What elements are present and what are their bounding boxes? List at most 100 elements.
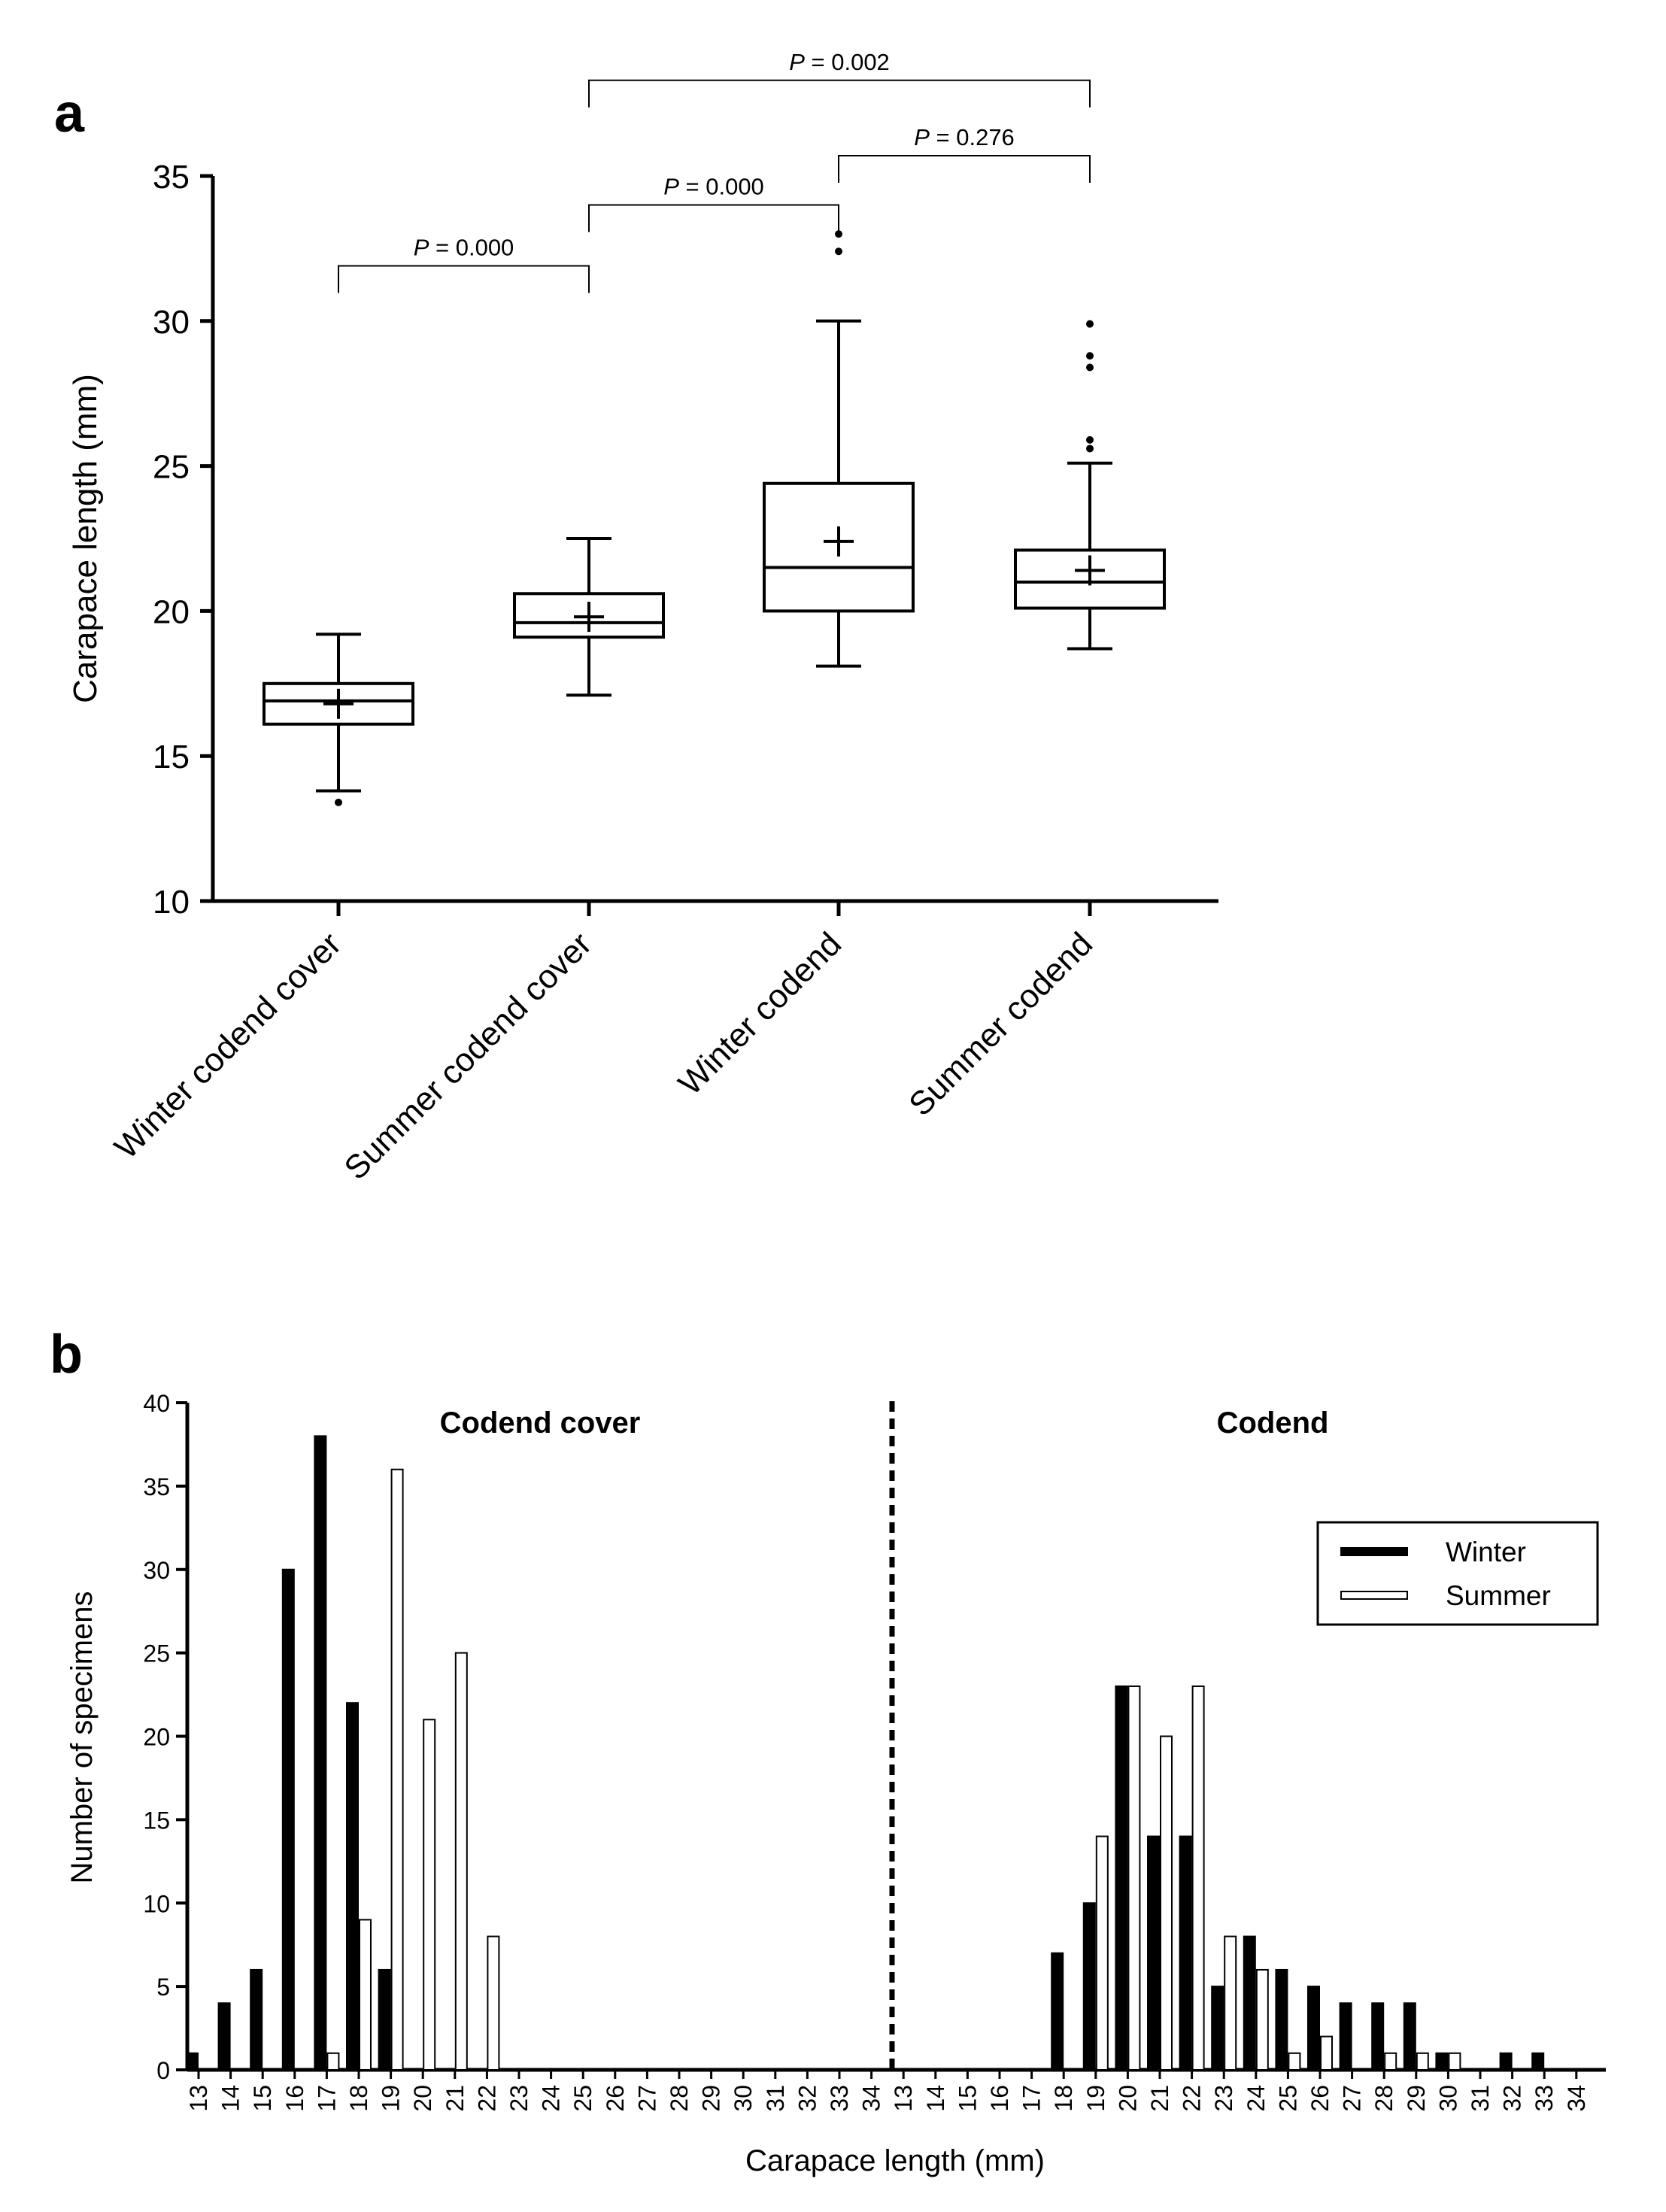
x-tick-codend-22: 22	[1179, 2070, 1206, 2112]
bar-codend-cover-winter-17	[314, 1435, 327, 2071]
y-tick-label-40: 40	[143, 1390, 170, 1417]
x-tick-codend-cover-16: 16	[281, 2070, 308, 2112]
bar-codend-summer-30	[1448, 2052, 1461, 2071]
panel-a-y-ticks: 10 15 20 25 30 35	[153, 159, 213, 921]
legend-box	[1316, 1521, 1599, 1626]
bar-codend-cover-winter-13	[186, 2052, 199, 2071]
y-tick-label-5: 5	[156, 1974, 170, 2001]
y-tick-label-30: 30	[153, 304, 190, 341]
x-tick-codend-31: 31	[1467, 2070, 1494, 2112]
p-value: = 0.276	[930, 124, 1015, 150]
bar-codend-cover-winter-18	[346, 1702, 359, 2071]
x-tick-label: 14	[922, 2085, 949, 2112]
y-tick-label-30: 30	[143, 1557, 170, 1584]
x-tick-codend-24: 24	[1243, 2070, 1270, 2112]
bar-codend-winter-29	[1403, 2002, 1416, 2071]
x-tick-codend-cover-32: 32	[794, 2070, 821, 2112]
panel-b-bars	[186, 1435, 1545, 2071]
x-tick-codend-cover-28: 28	[666, 2070, 693, 2112]
x-tick-label: 33	[1531, 2085, 1558, 2112]
outlier-point	[1086, 445, 1094, 453]
x-tick-codend-28: 28	[1370, 2070, 1397, 2112]
x-tick-codend-30: 30	[1434, 2070, 1461, 2112]
p-symbol: P	[663, 174, 679, 200]
x-tick-codend-cover-26: 26	[602, 2070, 629, 2112]
x-tick-label: 22	[1179, 2085, 1206, 2112]
bar-codend-winter-28	[1371, 2002, 1385, 2071]
x-tick-label: 25	[569, 2085, 596, 2112]
bar-codend-summer-23	[1224, 1935, 1237, 2071]
x-tick-label: 21	[442, 2085, 469, 2112]
x-tick-codend-cover-17: 17	[313, 2070, 340, 2112]
p-value-label: P = 0.000	[414, 235, 514, 261]
outlier-point	[1086, 352, 1094, 360]
x-tick-codend-27: 27	[1339, 2070, 1366, 2112]
x-tick-label: 25	[1274, 2085, 1301, 2112]
bar-codend-winter-32	[1499, 2052, 1513, 2071]
x-tick-codend-17: 17	[1018, 2070, 1045, 2112]
x-tick-label: 32	[1499, 2085, 1526, 2112]
x-tick-label: 14	[217, 2085, 244, 2112]
bar-codend-cover-summer-18	[359, 1919, 372, 2071]
panel-b-x-ticks: 13 14 15 16 17 18 19 20 21 22 23 24 25 26 27 28 29 30 31 32…	[185, 2070, 1590, 2112]
x-tick-label: 30	[730, 2085, 757, 2112]
bar-codend-winter-26	[1307, 1986, 1320, 2071]
significance-bracket-3: P = 0.002	[588, 49, 1091, 108]
bar-codend-summer-28	[1384, 2052, 1397, 2071]
x-tick-codend-cover-34: 34	[858, 2070, 885, 2112]
y-tick-label-25: 25	[153, 449, 190, 486]
bar-codend-summer-19	[1095, 1835, 1109, 2071]
bar-codend-cover-summer-22	[487, 1935, 500, 2071]
x-tick-label: 22	[473, 2085, 500, 2112]
x-tick-label: 18	[345, 2085, 372, 2112]
x-tick-label: 23	[1210, 2085, 1237, 2112]
x-tick-label: 19	[1082, 2085, 1109, 2112]
legend-swatch-winter	[1340, 1547, 1408, 1556]
x-tick-codend-21: 21	[1146, 2070, 1173, 2112]
x-tick-codend-cover-18: 18	[345, 2070, 372, 2112]
bracket-line	[838, 155, 1091, 184]
x-tick-codend-cover-33: 33	[826, 2070, 853, 2112]
x-tick-codend-cover-25: 25	[569, 2070, 596, 2112]
legend-label-winter: Winter	[1446, 1537, 1526, 1567]
x-tick-codend-34: 34	[1563, 2070, 1590, 2112]
bar-codend-winter-24	[1243, 1935, 1256, 2071]
x-tick-label: 24	[1243, 2085, 1270, 2112]
bar-codend-winter-30	[1435, 2052, 1449, 2071]
outlier-point	[1086, 435, 1094, 444]
bar-codend-winter-27	[1339, 2002, 1352, 2071]
y-tick-label-35: 35	[153, 159, 190, 196]
bar-codend-winter-25	[1275, 1968, 1288, 2071]
p-value-label: P = 0.000	[663, 174, 764, 200]
category-label-summer-codend: Summer codend	[902, 925, 1100, 1123]
panel-b-y-axis-title: Number of specimens	[65, 1591, 99, 1883]
x-tick-codend-33: 33	[1531, 2070, 1558, 2112]
x-tick-label: 31	[1467, 2085, 1494, 2112]
legend-label-summer: Summer	[1446, 1580, 1551, 1611]
bracket-line	[338, 265, 590, 293]
y-tick-label-0: 0	[156, 2057, 170, 2084]
panel-a-y-axis-title: Carapace length (mm)	[67, 374, 104, 703]
x-tick-label: 24	[538, 2085, 565, 2112]
bracket-line	[588, 79, 1091, 108]
p-value: = 0.000	[429, 235, 514, 261]
x-tick-label: 13	[185, 2085, 212, 2112]
x-tick-codend-cover-31: 31	[762, 2070, 789, 2112]
y-tick-label-10: 10	[153, 884, 190, 921]
panel-a-chart: Carapace length (mm) 10 15 20 25 30 35 Winter…	[67, 49, 1218, 1187]
x-tick-codend-15: 15	[954, 2070, 981, 2112]
bar-codend-cover-winter-19	[378, 1968, 391, 2071]
bar-codend-summer-25	[1288, 2052, 1301, 2071]
significance-bracket-1: P = 0.000	[588, 174, 839, 232]
bar-codend-summer-21	[1160, 1735, 1173, 2071]
x-tick-codend-16: 16	[986, 2070, 1013, 2112]
y-tick-label-35: 35	[143, 1473, 170, 1500]
x-tick-label: 27	[1339, 2085, 1366, 2112]
p-symbol: P	[789, 49, 805, 75]
outlier-point	[1086, 363, 1094, 372]
x-tick-label: 28	[1370, 2085, 1397, 2112]
bar-codend-winter-22	[1179, 1835, 1192, 2071]
y-tick-label-10: 10	[143, 1890, 170, 1917]
x-tick-label: 27	[633, 2085, 660, 2112]
x-tick-codend-29: 29	[1403, 2070, 1430, 2112]
